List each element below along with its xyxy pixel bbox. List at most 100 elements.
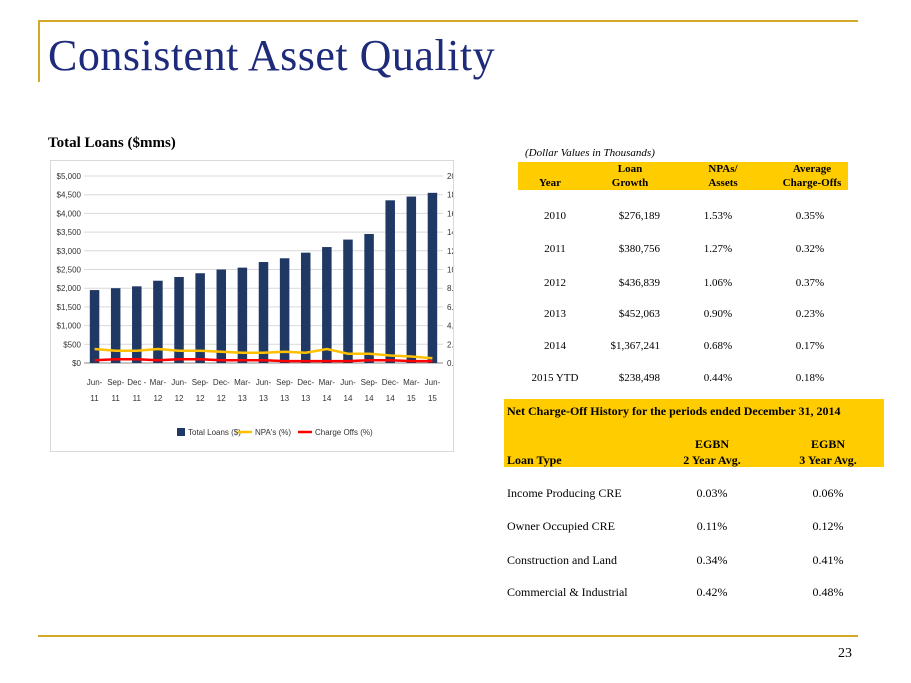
y-left-tick-label: $1,000 (57, 322, 82, 331)
loan-bar (195, 273, 205, 363)
table1-row-chargeoffs: 0.32% (795, 243, 825, 255)
chart-frame: $0 0.0% $500 2.0% $1,000 4.0% $1,500 6.0% $2,000… (50, 160, 454, 452)
table1-row-npas: 0.90% (703, 308, 733, 320)
legend-label: Total Loans ($) (188, 428, 241, 437)
table1-header-chargeoffs: Charge-Offs (782, 177, 842, 189)
x-tick-label: 14 (386, 394, 395, 403)
loan-bar (279, 258, 290, 363)
x-tick-label: Sep- (276, 378, 293, 387)
y-left-tick-label: $0 (72, 359, 81, 368)
y-right-tick-label: 8.0% (447, 284, 453, 293)
table1-row-year: 2012 (544, 277, 566, 289)
x-tick-label: 12 (175, 394, 184, 403)
table2-row-type: Owner Occupied CRE (507, 519, 615, 533)
y-left-tick-label: $5,000 (57, 172, 82, 181)
y-right-tick-label: 0.0% (447, 359, 453, 368)
table2-header-egbn-3yr: EGBN (810, 437, 845, 451)
table1-header-npas: NPAs/ (708, 163, 738, 175)
x-tick-label: Dec - (127, 378, 146, 387)
table1-row-chargeoffs: 0.23% (795, 308, 825, 320)
loan-bar (364, 233, 374, 363)
table1-row-npas: 1.27% (703, 243, 733, 255)
y-right-tick-label: 2.0% (447, 340, 453, 349)
loan-bar (300, 252, 311, 363)
table1-row-year: 2010 (544, 210, 566, 222)
y-right-tick-label: 20.0% (447, 172, 453, 181)
table1-row-growth: $1,367,241 (610, 340, 661, 352)
loan-bar (258, 262, 269, 363)
x-tick-label: Jun- (256, 378, 272, 387)
table1-row-year: 2014 (544, 340, 566, 352)
table1-row-npas: 1.06% (703, 277, 733, 289)
table1-row-chargeoffs: 0.35% (795, 210, 825, 222)
x-tick-label: Sep- (192, 378, 209, 387)
table2-row-2yr: 0.34% (696, 553, 728, 567)
loan-bar (110, 288, 121, 363)
loan-bar (174, 276, 184, 363)
table1-row-growth: $436,839 (618, 277, 660, 289)
y-left-tick-label: $4,500 (57, 191, 82, 200)
table1-row-growth: $380,756 (618, 243, 660, 255)
x-tick-label: Mar- (319, 378, 336, 387)
table2-row-3yr: 0.12% (812, 519, 844, 533)
table1-header-loan: Loan (617, 163, 643, 175)
x-tick-label: Jun- (425, 378, 441, 387)
x-tick-label: Mar- (403, 378, 420, 387)
x-tick-label: 14 (365, 394, 374, 403)
slide-title: Consistent Asset Quality (48, 31, 496, 80)
x-tick-label: Dec- (382, 378, 399, 387)
x-tick-label: Sep- (107, 378, 124, 387)
x-tick-label: Dec- (213, 378, 230, 387)
loan-bar (216, 269, 227, 363)
x-tick-label: Mar- (150, 378, 167, 387)
table1-row-chargeoffs: 0.37% (795, 277, 825, 289)
table1-row-npas: 1.53% (703, 210, 733, 222)
x-tick-label: Jun- (340, 378, 356, 387)
x-tick-label: 12 (217, 394, 226, 403)
y-right-tick-label: 12.0% (447, 247, 453, 256)
chart-heading: Total Loans ($mms) (48, 135, 176, 151)
loans-chart: $0 0.0% $500 2.0% $1,000 4.0% $1,500 6.0% $2,000… (57, 172, 453, 437)
loan-bar (427, 192, 438, 363)
x-tick-label: 12 (153, 394, 162, 403)
page-number: 23 (838, 646, 852, 661)
x-tick-label: Mar- (234, 378, 251, 387)
x-tick-label: 11 (133, 394, 142, 403)
table2-row-2yr: 0.11% (696, 519, 728, 533)
table1-header-year: Year (539, 177, 561, 189)
table2-row-2yr: 0.03% (696, 486, 728, 500)
table1-row-chargeoffs: 0.18% (795, 372, 825, 384)
loan-bar (132, 286, 142, 363)
table1-header (518, 162, 848, 190)
table1-row-growth: $238,498 (618, 372, 660, 384)
chargeoff-line (94, 358, 433, 363)
y-right-tick-label: 4.0% (447, 322, 453, 331)
x-tick-label: 13 (301, 394, 310, 403)
table1-row-npas: 0.68% (703, 340, 733, 352)
loan-bar (406, 196, 417, 363)
x-tick-label: 14 (322, 394, 331, 403)
table1-row-growth: $276,189 (618, 210, 660, 222)
table2-title: Net Charge-Off History for the periods e… (507, 404, 841, 418)
x-tick-label: 15 (407, 394, 416, 403)
table2-header-egbn-2yr: EGBN (694, 437, 729, 451)
x-tick-label: Dec- (297, 378, 314, 387)
loan-bar (89, 290, 100, 363)
y-right-tick-label: 10.0% (447, 266, 453, 275)
y-left-tick-label: $2,500 (57, 266, 82, 275)
x-tick-label: 12 (196, 394, 205, 403)
table1-header-growth: Growth (611, 177, 649, 189)
table1-row-npas: 0.44% (703, 372, 733, 384)
npa-line (94, 347, 433, 360)
x-tick-label: 13 (238, 394, 247, 403)
table2-row-2yr: 0.42% (696, 585, 728, 599)
side-rule (38, 20, 40, 82)
y-left-tick-label: $4,000 (57, 209, 82, 218)
table2-header-2yr-avg: 2 Year Avg. (683, 453, 741, 467)
table2-header-3yr-avg: 3 Year Avg. (799, 453, 857, 467)
top-rule (38, 20, 858, 22)
table2-row-type: Income Producing CRE (507, 486, 622, 500)
table1-note: (Dollar Values in Thousands) (525, 147, 655, 159)
table2-row-3yr: 0.48% (812, 585, 844, 599)
x-tick-label: 14 (344, 394, 353, 403)
